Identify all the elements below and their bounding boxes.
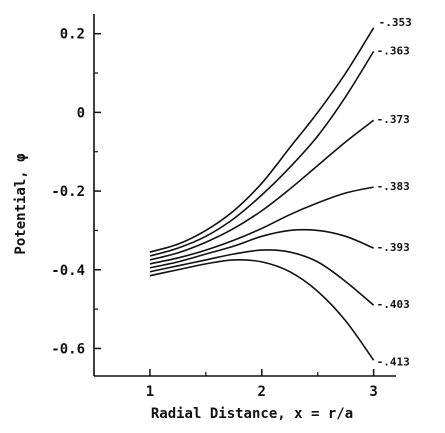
curve-label: -.353 — [379, 16, 412, 29]
curve-label: -.373 — [377, 113, 410, 126]
curve-383 — [149, 186, 374, 265]
curve-413 — [149, 259, 375, 361]
curve-label: -.403 — [377, 298, 410, 311]
curve-label: -.383 — [377, 180, 410, 193]
curve-393 — [149, 228, 374, 269]
x-tick-label: 3 — [369, 384, 377, 400]
curve-labels: -.353 -.363 -.373 -.383 -.393 -.403 -.413 — [377, 16, 412, 368]
curve-373 — [149, 119, 375, 261]
curve-label: -.363 — [377, 44, 410, 57]
curve-403 — [149, 249, 375, 306]
curves — [149, 27, 375, 361]
y-tick-label: -0.4 — [51, 263, 85, 279]
y-tick-label: 0.2 — [60, 27, 85, 43]
axes: 0.2 0 -0.2 -0.4 -0.6 1 2 3 — [51, 14, 396, 400]
y-tick-label: -0.2 — [51, 184, 85, 200]
x-axis-title: Radial Distance, x = r/a — [151, 406, 353, 422]
y-tick-label: -0.6 — [51, 341, 85, 357]
curve-label: -.413 — [377, 355, 410, 368]
x-tick-label: 2 — [258, 384, 266, 400]
curve-353 — [149, 27, 375, 253]
y-axis-title: Potential, φ — [13, 153, 29, 254]
x-tick-label: 1 — [146, 384, 154, 400]
curve-label: -.393 — [377, 241, 410, 254]
curve-363 — [149, 50, 375, 257]
y-tick-label: 0 — [77, 105, 85, 121]
